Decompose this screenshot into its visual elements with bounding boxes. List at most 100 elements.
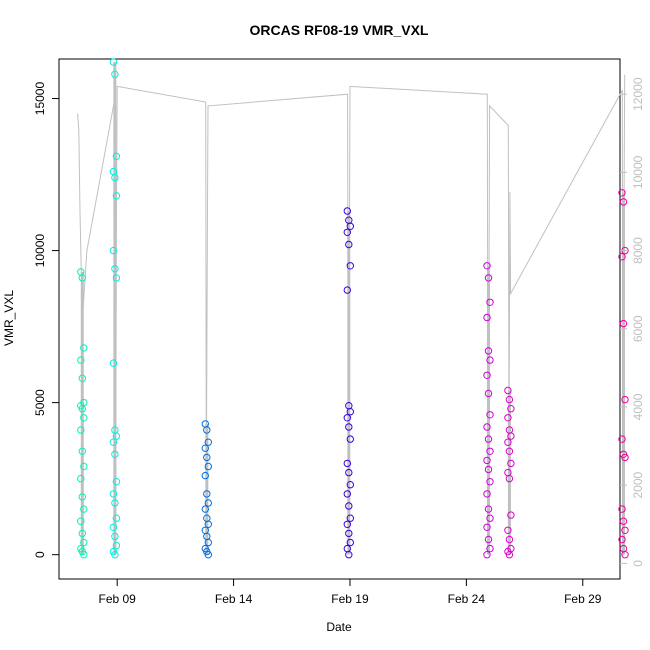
data-point	[346, 481, 354, 489]
data-point	[618, 435, 626, 443]
data-point	[505, 447, 514, 455]
data-point	[111, 450, 119, 458]
data-point	[504, 414, 512, 422]
data-point	[621, 526, 629, 534]
data-point	[346, 514, 354, 522]
data-point	[486, 478, 494, 486]
x-axis-label: Date	[326, 620, 352, 634]
data-point	[346, 262, 354, 270]
data-point	[504, 438, 512, 446]
data-point	[484, 435, 493, 443]
data-point	[486, 411, 494, 419]
data-point	[80, 462, 88, 471]
data-point	[619, 517, 628, 525]
data-point	[109, 490, 118, 498]
data-point	[345, 529, 353, 538]
data-point	[486, 514, 494, 522]
data-point	[78, 274, 87, 282]
flight-series-6	[618, 189, 629, 559]
data-point	[621, 551, 629, 559]
data-point	[204, 551, 213, 559]
data-point	[484, 505, 493, 513]
data-point	[343, 520, 351, 528]
data-point	[507, 511, 515, 519]
y2-tick-label: 10000	[631, 155, 645, 189]
data-point	[201, 471, 210, 480]
data-point	[483, 551, 491, 559]
y-axis-left: 0 5000 10000 15000	[33, 82, 59, 558]
flight-series-1	[109, 58, 121, 559]
y2-tick-label: 8000	[631, 237, 645, 264]
x-tick-label: Feb 09	[99, 592, 137, 606]
y2-tick-label: 0	[631, 560, 645, 567]
data-point	[111, 532, 119, 541]
data-point	[204, 538, 213, 547]
data-point	[78, 493, 87, 501]
data-point	[343, 490, 351, 498]
data-point	[619, 198, 628, 206]
altitude-line	[77, 74, 626, 525]
flight-series-2	[201, 420, 213, 559]
data-point	[505, 395, 514, 404]
data-point	[618, 189, 626, 197]
data-point	[621, 453, 629, 462]
data-point	[618, 535, 626, 544]
chart-title: ORCAS RF08-19 VMR_VXL	[250, 22, 429, 38]
data-point	[486, 356, 494, 364]
data-point	[111, 551, 119, 559]
data-point	[111, 173, 119, 182]
data-point	[343, 228, 351, 237]
data-point	[112, 478, 121, 486]
data-point	[201, 505, 210, 513]
data-point	[505, 551, 514, 559]
data-point	[111, 265, 119, 273]
data-point	[484, 347, 493, 355]
data-point	[483, 423, 491, 431]
data-point	[483, 523, 491, 531]
data-point	[507, 459, 515, 468]
data-point	[109, 523, 118, 531]
data-point	[78, 529, 87, 538]
data-point	[507, 405, 515, 413]
data-point	[109, 359, 118, 367]
data-point	[345, 468, 353, 477]
data-point	[345, 240, 353, 249]
data-point	[507, 432, 515, 440]
data-point	[77, 356, 85, 364]
data-point	[345, 502, 353, 510]
flight-series-4	[483, 262, 494, 559]
data-point	[203, 490, 211, 498]
data-point	[112, 432, 121, 440]
y2-tick-label: 6000	[631, 315, 645, 342]
data-point	[505, 535, 514, 544]
x-tick-label: Feb 14	[215, 592, 253, 606]
data-point	[484, 535, 493, 544]
data-point	[78, 374, 87, 382]
data-point	[619, 319, 628, 328]
data-points	[77, 58, 629, 559]
data-point	[80, 414, 88, 422]
data-point	[78, 405, 87, 413]
data-point	[618, 505, 626, 513]
data-point	[80, 344, 88, 352]
data-point	[484, 389, 493, 398]
data-point	[112, 514, 121, 522]
data-point	[483, 371, 491, 379]
y-tick-label: 10000	[33, 234, 47, 268]
data-point	[204, 438, 213, 446]
data-point	[109, 58, 118, 66]
data-point	[343, 207, 351, 215]
y-tick-label: 5000	[33, 389, 47, 416]
y-tick-label: 0	[33, 551, 47, 558]
y-axis-right: 0 2000 4000 6000 8000 10000 12000	[620, 77, 645, 567]
data-point	[112, 152, 121, 161]
data-point	[112, 274, 121, 282]
data-point	[109, 246, 118, 255]
data-point	[80, 538, 88, 547]
x-tick-label: Feb 29	[564, 592, 602, 606]
data-point	[78, 447, 87, 455]
data-point	[483, 456, 491, 465]
data-point	[77, 426, 85, 434]
data-point	[621, 395, 629, 404]
